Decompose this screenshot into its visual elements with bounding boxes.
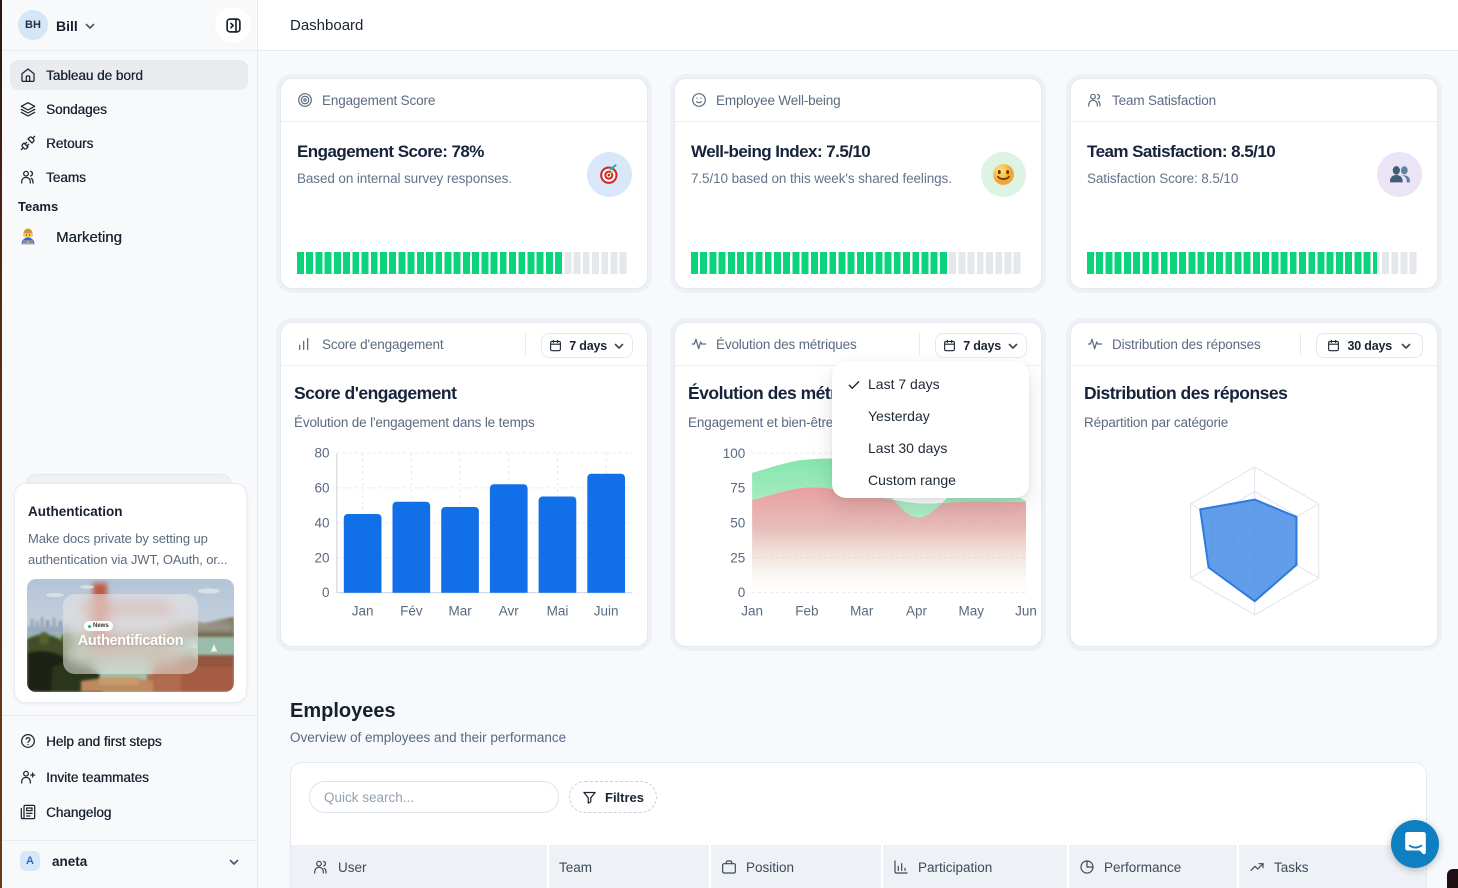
- svg-text:100: 100: [723, 446, 746, 461]
- svg-text:Avr: Avr: [499, 604, 520, 619]
- svg-text:Mar: Mar: [850, 604, 874, 619]
- svg-text:Mar: Mar: [448, 604, 472, 619]
- svg-text:Jun: Jun: [1015, 604, 1037, 619]
- svg-text:Fév: Fév: [400, 604, 423, 619]
- svg-text:Mai: Mai: [547, 604, 569, 619]
- svg-text:Jan: Jan: [741, 604, 763, 619]
- svg-text:80: 80: [314, 446, 329, 461]
- svg-text:20: 20: [314, 550, 329, 565]
- svg-text:0: 0: [738, 585, 746, 600]
- svg-text:May: May: [959, 604, 985, 619]
- svg-text:Apr: Apr: [906, 604, 928, 619]
- svg-text:60: 60: [314, 480, 329, 495]
- svg-text:75: 75: [730, 481, 745, 496]
- svg-text:Feb: Feb: [795, 604, 818, 619]
- svg-text:50: 50: [730, 515, 745, 530]
- svg-text:0: 0: [322, 585, 330, 600]
- svg-text:Juin: Juin: [594, 604, 619, 619]
- svg-text:Jan: Jan: [352, 604, 374, 619]
- svg-text:40: 40: [314, 515, 329, 530]
- svg-text:25: 25: [730, 550, 745, 565]
